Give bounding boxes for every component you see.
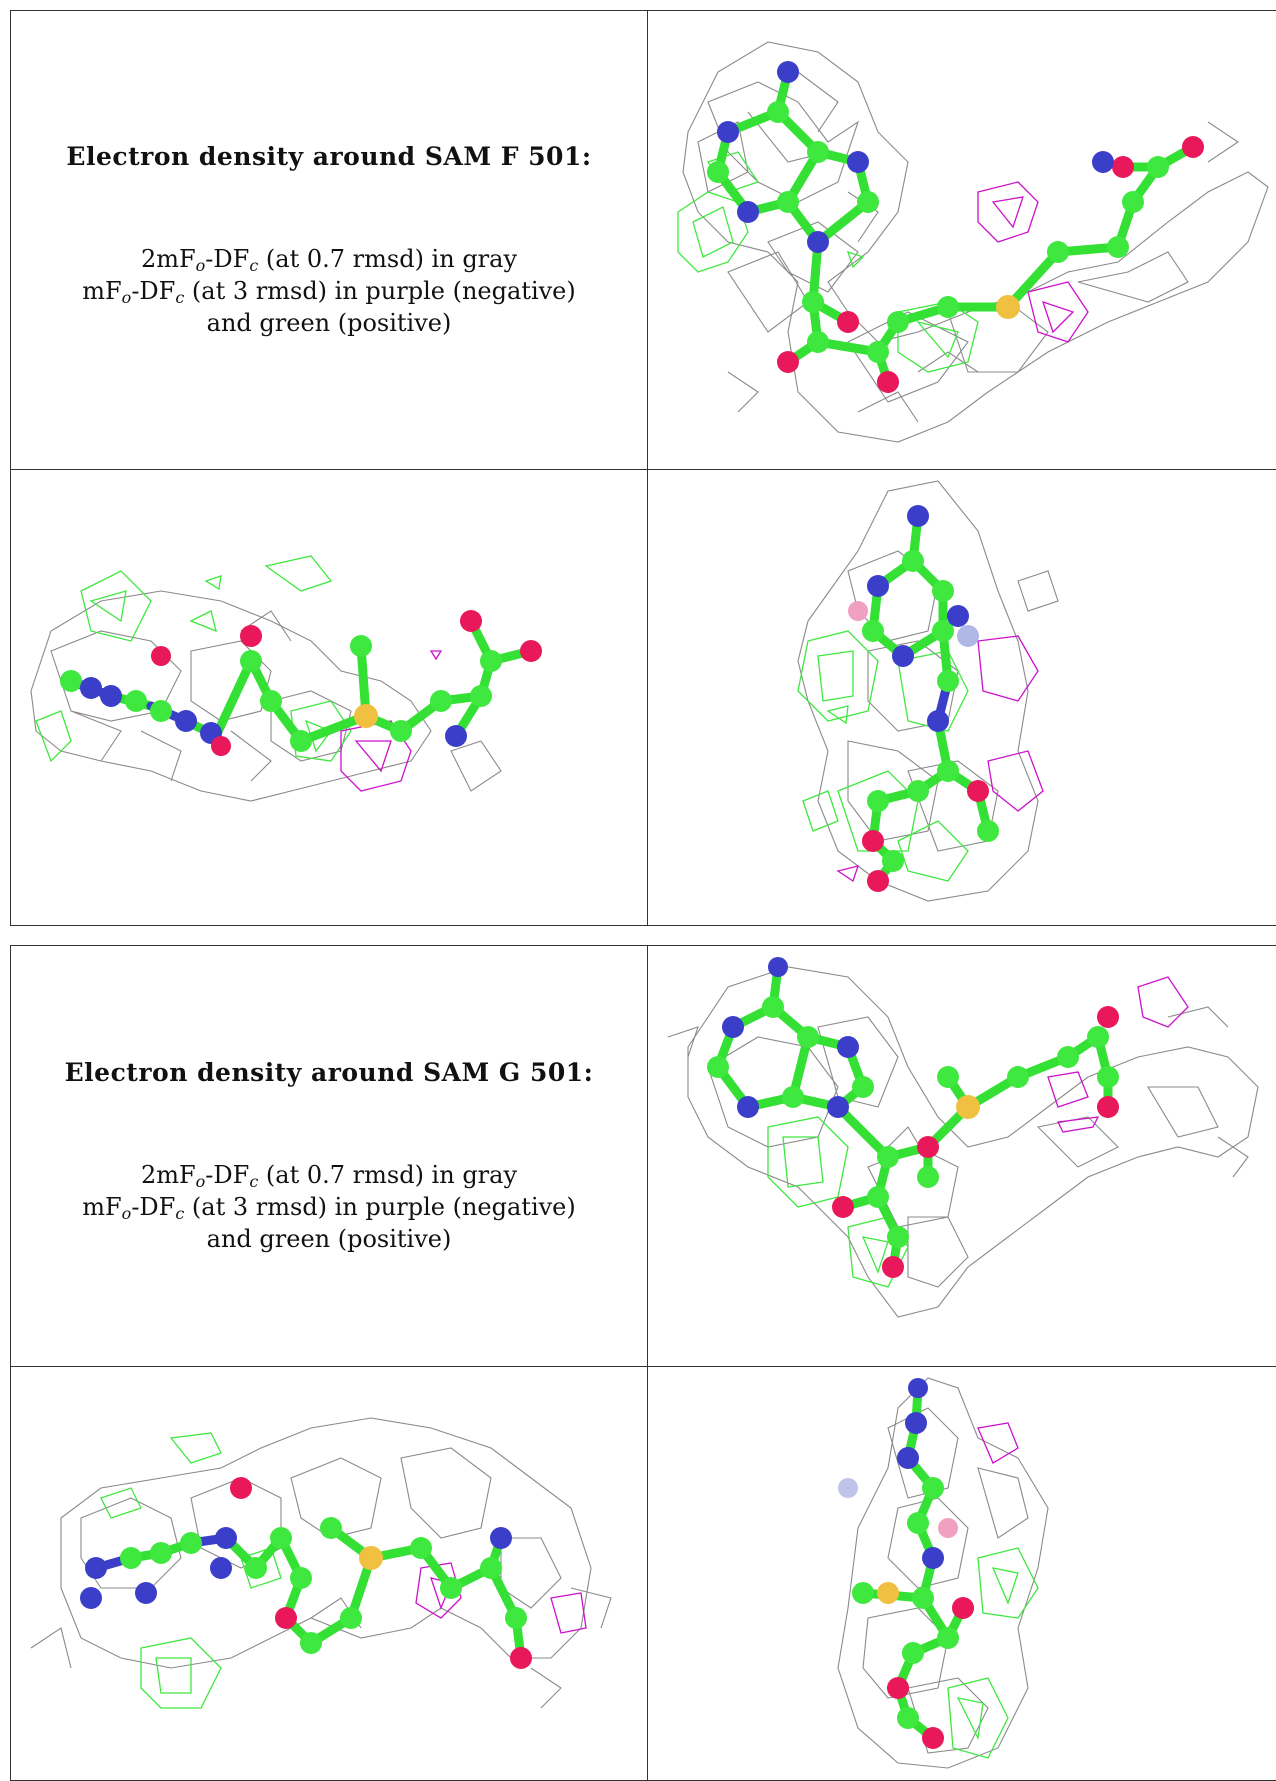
panel-title: Electron density around SAM G 501: [11,1058,647,1087]
legend-text: 2mFo-DFc (at 0.7 rmsd) in gray mFo-DFc (… [11,243,647,339]
legend-text: 2mFo-DFc (at 0.7 rmsd) in gray mFo-DFc (… [11,1159,647,1255]
legend-line-green: and green (positive) [11,307,647,339]
molecule-render [11,471,647,924]
description-cell: Electron density around SAM F 501: 2mFo-… [11,11,648,470]
molecule-render [648,1368,1276,1779]
density-view-g-1 [648,946,1276,1367]
legend-line-gray: 2mFo-DFc (at 0.7 rmsd) in gray [11,243,647,275]
molecule-render [648,12,1276,468]
density-view-f-1 [648,11,1276,470]
molecule-render [648,471,1276,924]
legend-line-gray: 2mFo-DFc (at 0.7 rmsd) in gray [11,1159,647,1191]
molecule-render [648,947,1276,1365]
legend-line-purple: mFo-DFc (at 3 rmsd) in purple (negative) [11,275,647,307]
density-table-sam-g: Electron density around SAM G 501: 2mFo-… [10,945,1276,1781]
molecule-render [11,1368,647,1779]
density-view-g-3 [648,1367,1276,1781]
panel-title: Electron density around SAM F 501: [11,142,647,171]
description-cell: Electron density around SAM G 501: 2mFo-… [11,946,648,1367]
density-view-g-2 [11,1367,648,1781]
density-view-f-3 [648,470,1276,926]
density-view-f-2 [11,470,648,926]
legend-line-green: and green (positive) [11,1223,647,1255]
legend-line-purple: mFo-DFc (at 3 rmsd) in purple (negative) [11,1191,647,1223]
density-table-sam-f: Electron density around SAM F 501: 2mFo-… [10,10,1276,926]
